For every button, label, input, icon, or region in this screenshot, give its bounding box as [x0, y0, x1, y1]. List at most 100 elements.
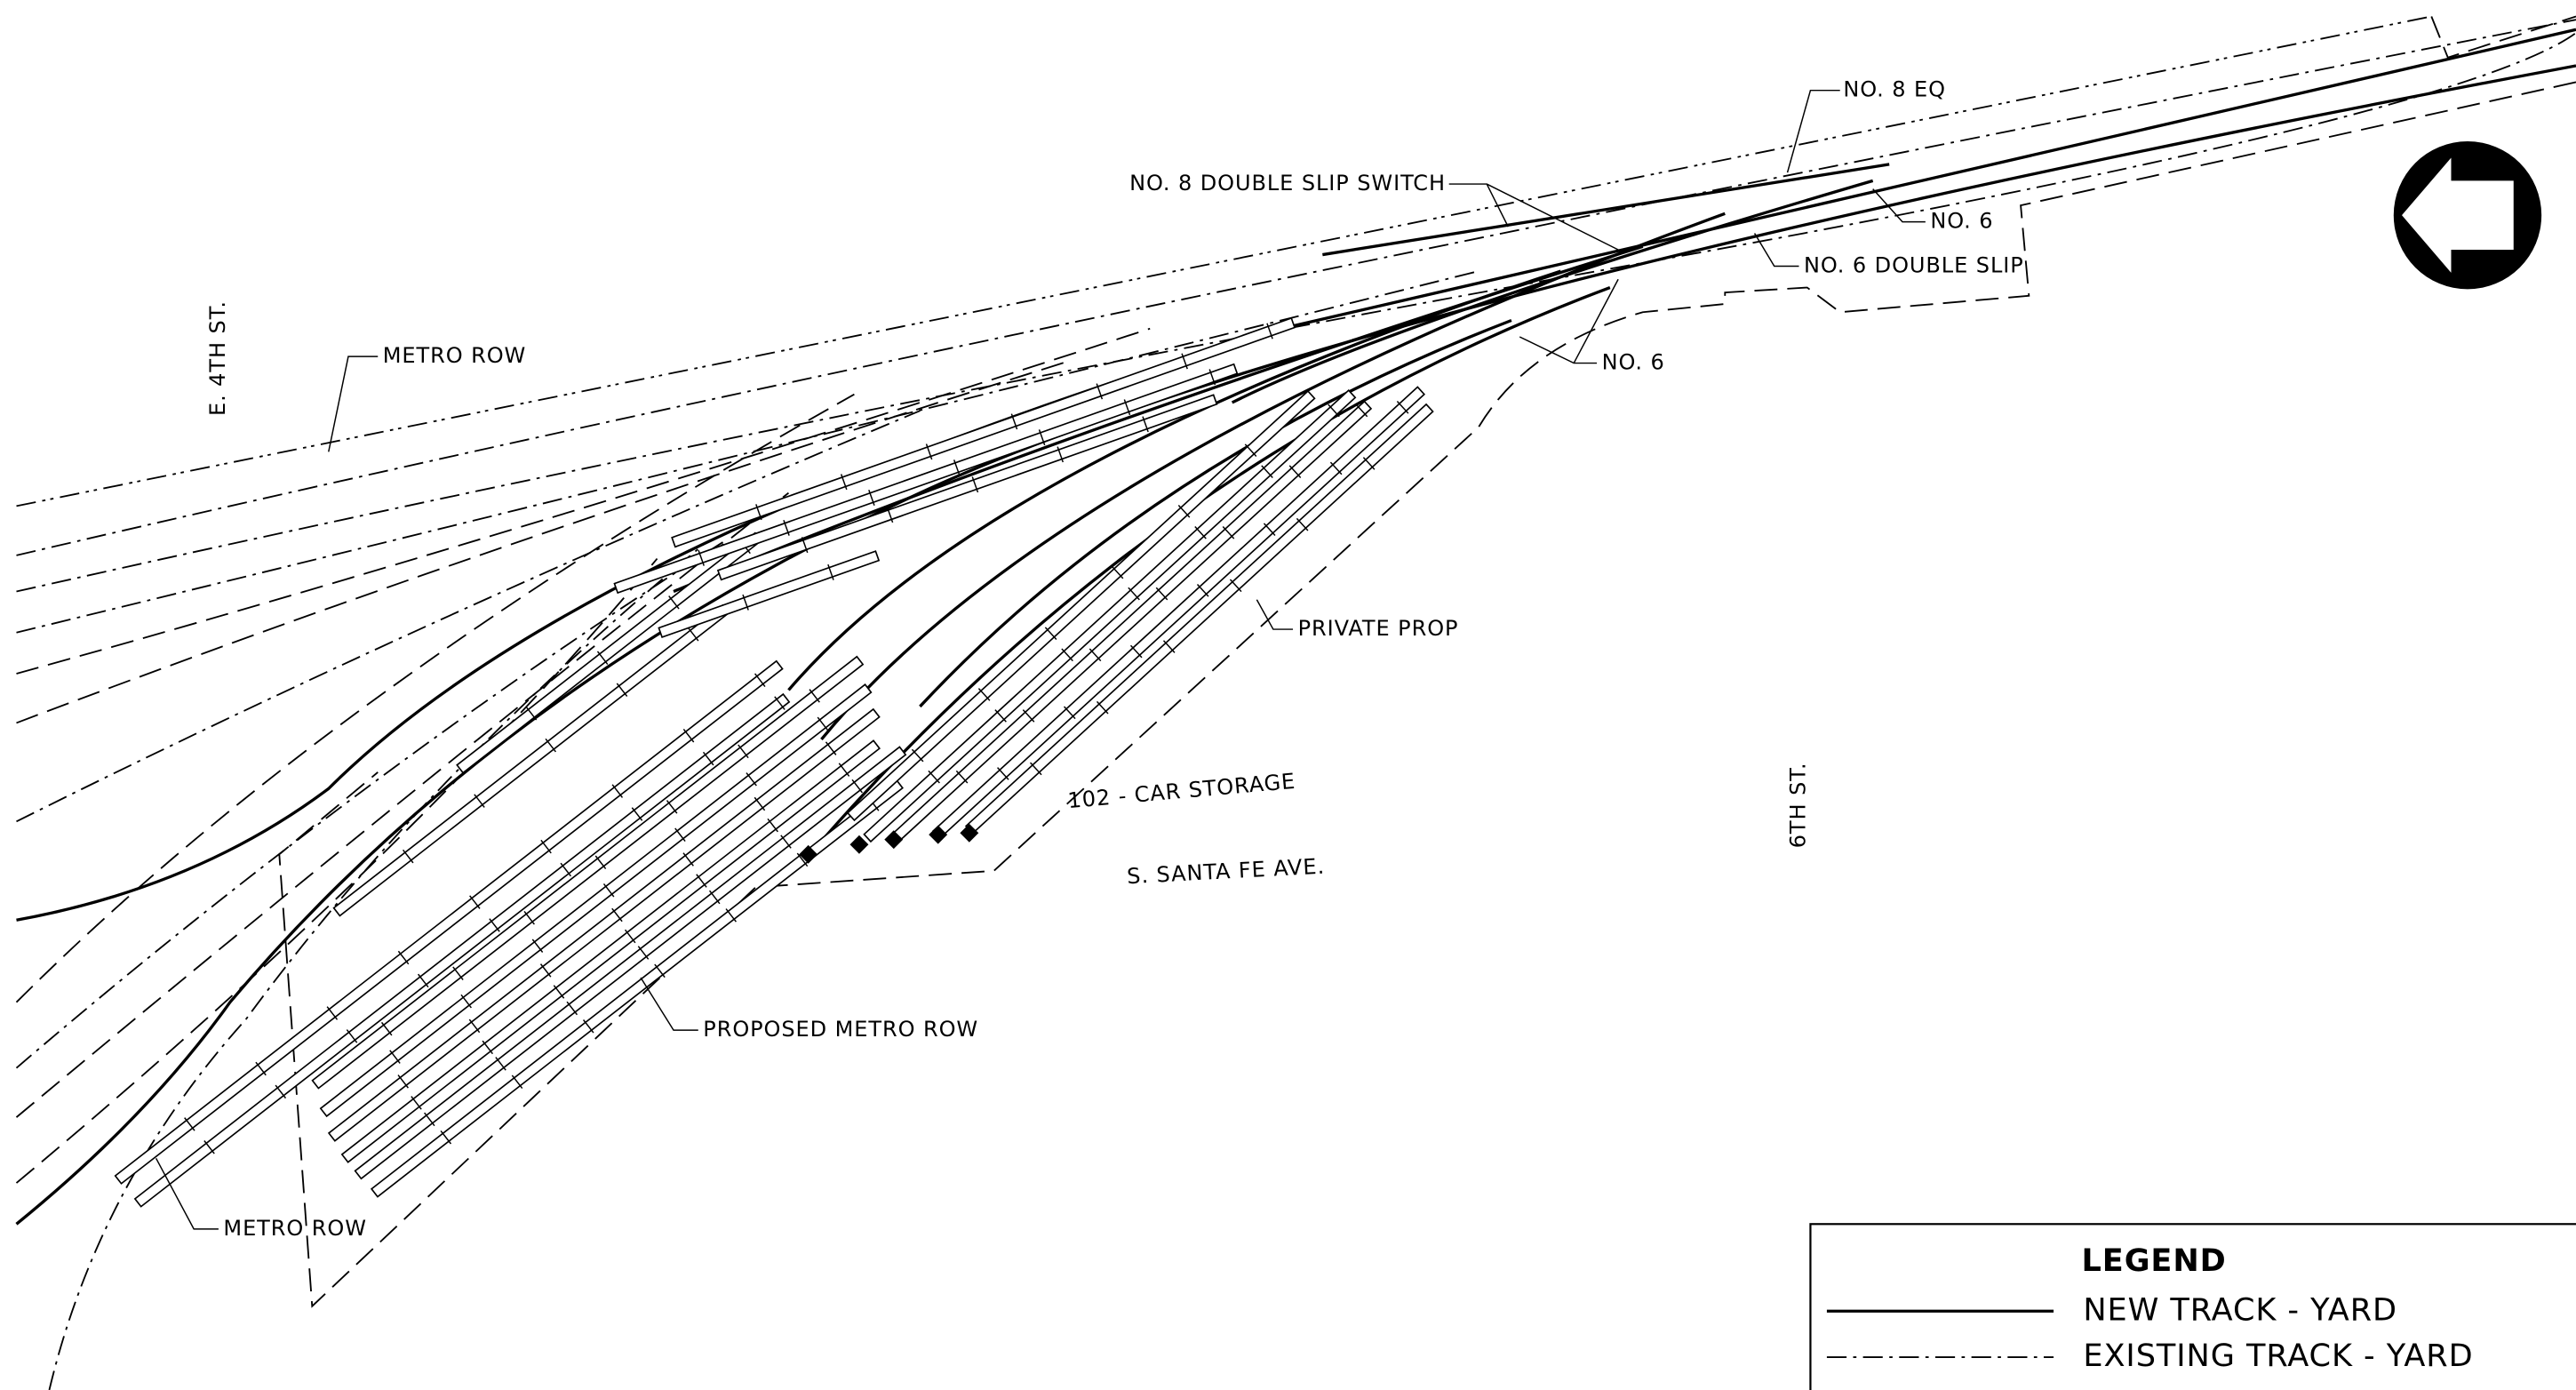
car-divider: [840, 474, 848, 491]
storage-track: [370, 779, 904, 1198]
car-divider: [525, 706, 538, 721]
car-divider: [654, 963, 666, 979]
storage-tracks: [114, 316, 1434, 1208]
storage-track: [327, 707, 881, 1142]
car-divider: [184, 1117, 195, 1131]
street-label: 6TH ST.: [1785, 762, 1810, 848]
car-divider: [1155, 587, 1168, 601]
leader: [155, 1157, 219, 1230]
car-divider: [1089, 648, 1102, 662]
metro-row-line: [16, 15, 2432, 507]
car-divider: [674, 827, 686, 843]
car-divider: [994, 709, 1007, 723]
label: NO. 8 DOUBLE SLIP SWITCH: [1129, 171, 1446, 196]
car-divider: [624, 929, 636, 944]
label: 102 - CAR STORAGE: [1066, 769, 1296, 813]
leader: [328, 355, 379, 452]
car-divider: [255, 1061, 267, 1076]
car-divider: [469, 895, 481, 909]
legend-box: [1809, 1223, 2576, 1390]
car-divider: [725, 908, 737, 923]
new-track: [1231, 179, 1874, 404]
car-divider: [616, 683, 628, 697]
car-divider: [411, 1096, 422, 1110]
car-divider: [754, 796, 766, 811]
leader: [1256, 599, 1294, 630]
storage-track: [311, 655, 865, 1090]
car-divider: [925, 443, 933, 460]
existing-tracks: [15, 15, 2576, 1390]
car-divider: [955, 770, 969, 784]
car-divider: [801, 537, 809, 554]
existing-track: [48, 541, 707, 1390]
label: NO. 6: [1930, 209, 1993, 234]
bumper: [884, 830, 904, 850]
car-divider: [911, 748, 924, 763]
storage-track: [114, 659, 784, 1185]
car-divider: [1362, 457, 1376, 470]
label: PRIVATE PROP: [1298, 616, 1459, 641]
existing-track: [15, 491, 790, 1118]
bumper: [849, 835, 869, 854]
car-divider: [696, 874, 707, 888]
car-divider: [1263, 523, 1276, 536]
leader: [1872, 188, 1926, 223]
car-divider: [460, 994, 472, 1009]
car-divider: [346, 1029, 358, 1043]
car-divider: [977, 688, 991, 701]
car-divider: [440, 1130, 452, 1145]
car-divider: [1063, 706, 1076, 720]
car-divider: [560, 862, 572, 877]
storage-track: [133, 692, 791, 1208]
car-divider: [637, 946, 650, 960]
existing-track: [16, 270, 1479, 634]
car-divider: [886, 507, 894, 523]
car-divider: [1181, 353, 1188, 370]
car-divider: [553, 985, 565, 999]
car-divider: [540, 839, 552, 854]
car-divider: [611, 907, 623, 923]
car-divider: [389, 1050, 401, 1064]
car-divider: [817, 716, 829, 731]
car-divider: [1096, 383, 1104, 400]
car-divider: [1229, 579, 1242, 593]
new-track: [787, 269, 1561, 691]
car-divider: [1177, 505, 1191, 518]
legend-title: LEGEND: [2081, 1242, 2226, 1279]
car-divider: [746, 772, 757, 787]
car-divider: [1038, 429, 1046, 446]
car-divider: [682, 728, 695, 743]
car-divider: [838, 763, 850, 777]
car-divider: [997, 767, 1009, 780]
car-divider: [452, 966, 464, 980]
car-divider: [1208, 369, 1216, 386]
car-divider: [1022, 709, 1035, 723]
car-divider: [708, 890, 721, 905]
street-label: S. SANTA FE AVE.: [1127, 854, 1326, 890]
new-tracks: [15, 28, 2576, 1226]
car-divider: [1266, 323, 1273, 340]
storage-track: [319, 683, 873, 1118]
car-divider: [702, 751, 714, 766]
leader: [1786, 89, 1840, 173]
car-divider: [1196, 584, 1209, 597]
existing-track: [16, 32, 2576, 593]
north-arrow-head: [2402, 157, 2514, 273]
car-divider: [1128, 587, 1140, 601]
leader: [1753, 233, 1799, 268]
car-divider: [1111, 565, 1124, 579]
car-divider: [511, 1074, 523, 1089]
label: NO. 6: [1602, 350, 1665, 375]
legend-item: EXISTING TRACK - YARD: [2083, 1338, 2473, 1374]
car-divider: [596, 651, 609, 666]
car-divider: [767, 818, 778, 833]
car-divider: [631, 807, 643, 821]
new-track: [820, 212, 1726, 740]
car-divider: [851, 779, 863, 794]
car-divider: [594, 855, 607, 870]
car-divider: [489, 918, 500, 932]
car-divider: [1123, 399, 1131, 416]
existing-track: [15, 557, 658, 1184]
storage-track: [354, 746, 907, 1180]
existing-track: [16, 360, 1069, 724]
